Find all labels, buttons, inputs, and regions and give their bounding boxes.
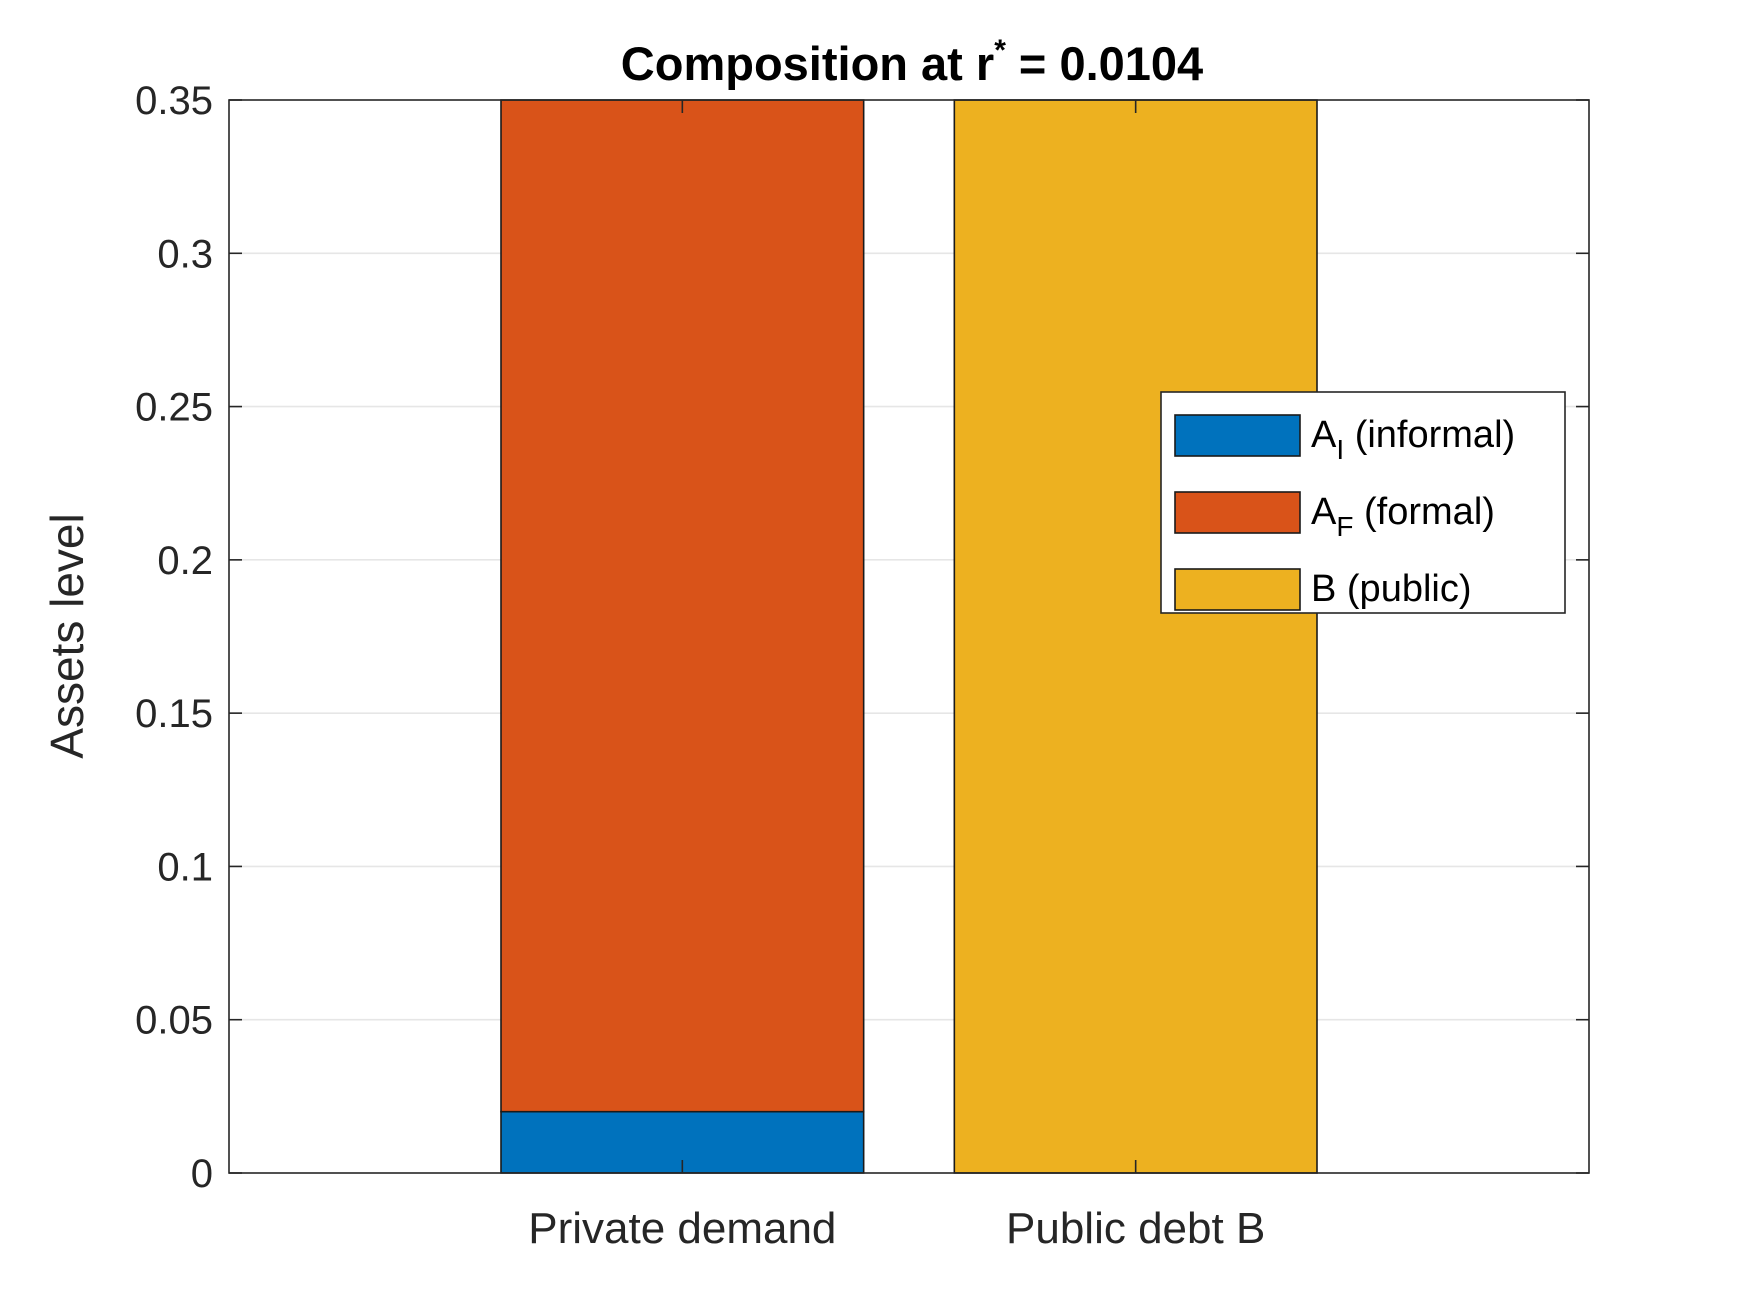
y-tick-label: 0.25 — [135, 386, 213, 430]
chart-title-main: Composition at r — [621, 37, 994, 90]
legend-label: AI (informal) — [1311, 414, 1515, 465]
y-tick-label: 0.05 — [135, 999, 213, 1043]
chart-title-rest: = 0.0104 — [1006, 37, 1203, 90]
y-tick-label: 0.3 — [157, 232, 213, 276]
bar-segment — [500, 99, 865, 1113]
y-tick-label: 0 — [191, 1152, 213, 1196]
y-tick-label: 0.35 — [135, 79, 213, 123]
bar-segment — [953, 99, 1318, 1174]
axes-box — [228, 99, 1590, 1174]
legend-label: B (public) — [1311, 568, 1472, 610]
legend-swatch — [1174, 491, 1301, 534]
chart-title: Composition at r* = 0.0104 — [621, 34, 1203, 90]
y-tick-label: 0.15 — [135, 692, 213, 736]
x-category-label: Public debt B — [1006, 1204, 1265, 1253]
y-axis-ticks: 0 0.05 0.1 0.15 0.2 0.25 0.3 0.35 — [135, 79, 1589, 1196]
legend[interactable]: AI (informal) AF (formal) B (public) — [1160, 391, 1566, 614]
legend-label: AF (formal) — [1311, 491, 1495, 542]
x-category-label: Private demand — [528, 1204, 836, 1253]
y-tick-label: 0.2 — [157, 539, 213, 583]
legend-swatch — [1174, 568, 1301, 611]
bars — [500, 99, 1318, 1174]
grid-lines — [229, 252, 1589, 1021]
y-tick-label: 0.1 — [157, 845, 213, 889]
chart-title-superscript: * — [994, 34, 1006, 67]
plot-area: 0 0.05 0.1 0.15 0.2 0.25 0.3 0.35 Private deman… — [135, 79, 1590, 1253]
legend-swatch — [1174, 414, 1301, 457]
axes-background — [229, 100, 1589, 1173]
legend-entries: AI (informal) AF (formal) B (public) — [1174, 414, 1515, 611]
y-axis-label: Assets level — [41, 513, 93, 758]
x-axis-ticks: Private demand Public debt B — [528, 100, 1265, 1253]
